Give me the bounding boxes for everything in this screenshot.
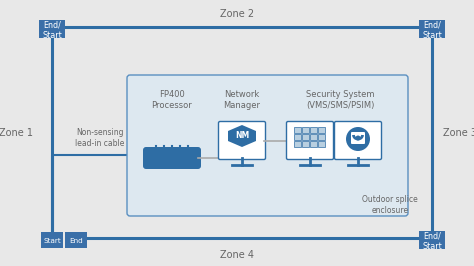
- Wedge shape: [41, 233, 63, 244]
- Wedge shape: [65, 233, 87, 244]
- Wedge shape: [419, 20, 445, 34]
- FancyBboxPatch shape: [286, 122, 334, 160]
- Bar: [310, 134, 317, 140]
- FancyBboxPatch shape: [419, 20, 445, 38]
- FancyBboxPatch shape: [335, 122, 382, 160]
- Text: Zone 2: Zone 2: [220, 9, 254, 19]
- FancyBboxPatch shape: [143, 147, 201, 169]
- Text: End/
Start: End/ Start: [422, 231, 442, 251]
- Text: Security System
(VMS/SMS/PSIM): Security System (VMS/SMS/PSIM): [306, 90, 374, 110]
- Bar: [318, 141, 325, 147]
- Bar: [302, 141, 309, 147]
- Text: End/
Start: End/ Start: [422, 20, 442, 40]
- Text: FP400
Processor: FP400 Processor: [152, 90, 192, 110]
- Text: End/
Start: End/ Start: [42, 20, 62, 40]
- Bar: [318, 134, 325, 140]
- Polygon shape: [228, 125, 256, 147]
- Bar: [294, 141, 301, 147]
- Wedge shape: [39, 20, 65, 34]
- FancyBboxPatch shape: [41, 232, 63, 248]
- Bar: [318, 127, 325, 133]
- Bar: [302, 127, 309, 133]
- Bar: [302, 134, 309, 140]
- Text: Zone 4: Zone 4: [220, 250, 254, 260]
- Bar: [294, 134, 301, 140]
- Text: Network
Manager: Network Manager: [224, 90, 261, 110]
- Circle shape: [346, 127, 370, 151]
- Wedge shape: [419, 231, 445, 244]
- Text: NM: NM: [235, 131, 249, 139]
- FancyBboxPatch shape: [127, 75, 408, 216]
- FancyBboxPatch shape: [65, 232, 87, 248]
- Circle shape: [356, 135, 361, 140]
- Text: Zone 3: Zone 3: [443, 128, 474, 138]
- Text: Zone 1: Zone 1: [0, 128, 33, 138]
- FancyBboxPatch shape: [351, 132, 365, 144]
- Bar: [310, 127, 317, 133]
- Text: End: End: [69, 238, 83, 244]
- Text: Non-sensing
lead-in cable: Non-sensing lead-in cable: [75, 128, 125, 148]
- Bar: [310, 141, 317, 147]
- FancyBboxPatch shape: [219, 122, 265, 160]
- Bar: [294, 127, 301, 133]
- FancyBboxPatch shape: [419, 231, 445, 249]
- Text: Start: Start: [43, 238, 61, 244]
- FancyBboxPatch shape: [39, 20, 65, 38]
- Text: Outdoor splice
enclosure: Outdoor splice enclosure: [362, 195, 418, 215]
